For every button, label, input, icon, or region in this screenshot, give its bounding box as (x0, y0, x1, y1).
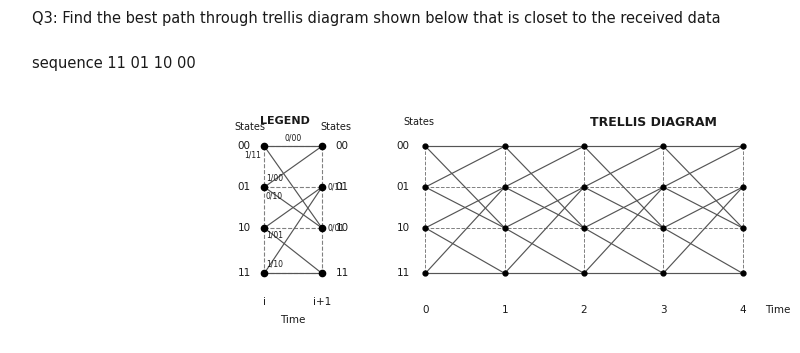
Text: 1/11: 1/11 (245, 151, 262, 160)
Text: 0/10: 0/10 (266, 192, 283, 201)
Text: 2: 2 (581, 305, 587, 315)
Text: Q3: Find the best path through trellis diagram shown below that is closet to the: Q3: Find the best path through trellis d… (32, 11, 721, 25)
Text: States: States (403, 117, 434, 127)
Text: 3: 3 (660, 305, 666, 315)
Text: i: i (263, 297, 266, 307)
Text: 10: 10 (238, 223, 250, 233)
Text: 4: 4 (739, 305, 746, 315)
Text: sequence 11 01 10 00: sequence 11 01 10 00 (32, 56, 196, 71)
Text: 1/01: 1/01 (266, 231, 282, 240)
Text: 11: 11 (335, 268, 349, 278)
Text: 11: 11 (397, 268, 410, 278)
Text: States: States (234, 121, 266, 132)
Text: 01: 01 (335, 182, 349, 192)
Text: 1/00: 1/00 (266, 174, 283, 183)
Text: 0/01: 0/01 (328, 223, 345, 232)
Text: Time: Time (765, 305, 790, 315)
Text: States: States (321, 121, 352, 132)
Text: 0/00: 0/00 (285, 133, 302, 143)
Text: 10: 10 (335, 223, 349, 233)
Text: i+1: i+1 (313, 297, 331, 307)
Text: 0: 0 (422, 305, 429, 315)
Text: LEGEND: LEGEND (259, 116, 310, 126)
Text: 00: 00 (335, 141, 349, 151)
Text: 1: 1 (502, 305, 508, 315)
Text: 10: 10 (397, 223, 410, 233)
Text: 0/11: 0/11 (328, 183, 345, 192)
Text: 00: 00 (238, 141, 250, 151)
Text: 11: 11 (238, 268, 250, 278)
Text: 00: 00 (397, 141, 410, 151)
Text: 01: 01 (238, 182, 250, 192)
Text: 01: 01 (397, 182, 410, 192)
Text: Time: Time (281, 315, 306, 325)
Text: TRELLIS DIAGRAM: TRELLIS DIAGRAM (590, 116, 718, 129)
Text: 1/10: 1/10 (266, 260, 282, 269)
